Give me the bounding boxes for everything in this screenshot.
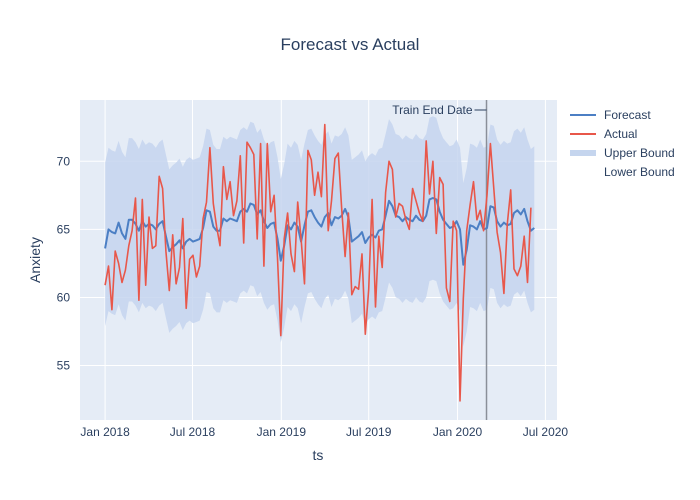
x-tick-label: Jan 2020 xyxy=(433,425,483,439)
x-tick-label: Jul 2019 xyxy=(346,425,392,439)
x-tick-label: Jul 2020 xyxy=(523,425,569,439)
x-tick-label: Jul 2018 xyxy=(170,425,216,439)
y-tick-label: 70 xyxy=(57,154,71,168)
legend-item[interactable]: Actual xyxy=(570,127,637,141)
train-end-annotation: Train End Date xyxy=(392,103,473,117)
x-axis-ticks: Jan 2018 Jul 2018 Jan 2019 Jul 2019 Jan 2020… xyxy=(80,425,568,439)
x-axis-title: ts xyxy=(313,447,324,463)
actual-line xyxy=(104,123,532,402)
legend-label: Forecast xyxy=(604,108,651,122)
y-tick-label: 65 xyxy=(57,222,71,236)
confidence-band xyxy=(105,116,535,347)
legend[interactable]: Forecast Actual Upper Bound Lower Bound xyxy=(570,108,675,179)
x-tick-label: Jan 2019 xyxy=(257,425,307,439)
legend-label: Lower Bound xyxy=(604,165,675,179)
y-tick-label: 55 xyxy=(57,359,71,373)
legend-label: Upper Bound xyxy=(604,146,675,160)
x-tick-label: Jan 2018 xyxy=(80,425,130,439)
confidence-band-area xyxy=(105,116,535,347)
y-tick-label: 60 xyxy=(57,290,71,304)
legend-label: Actual xyxy=(604,127,637,141)
legend-item[interactable]: Upper Bound xyxy=(570,146,675,160)
y-axis-ticks: 55 60 65 70 xyxy=(57,154,71,372)
chart-title: Forecast vs Actual xyxy=(281,35,420,54)
legend-item[interactable]: Lower Bound xyxy=(604,165,675,179)
forecast-line xyxy=(104,197,535,266)
legend-item[interactable]: Forecast xyxy=(570,108,651,122)
train-end-marker: Train End Date xyxy=(392,100,488,420)
y-axis-title: Anxiety xyxy=(27,237,43,283)
series-layer xyxy=(104,123,535,402)
